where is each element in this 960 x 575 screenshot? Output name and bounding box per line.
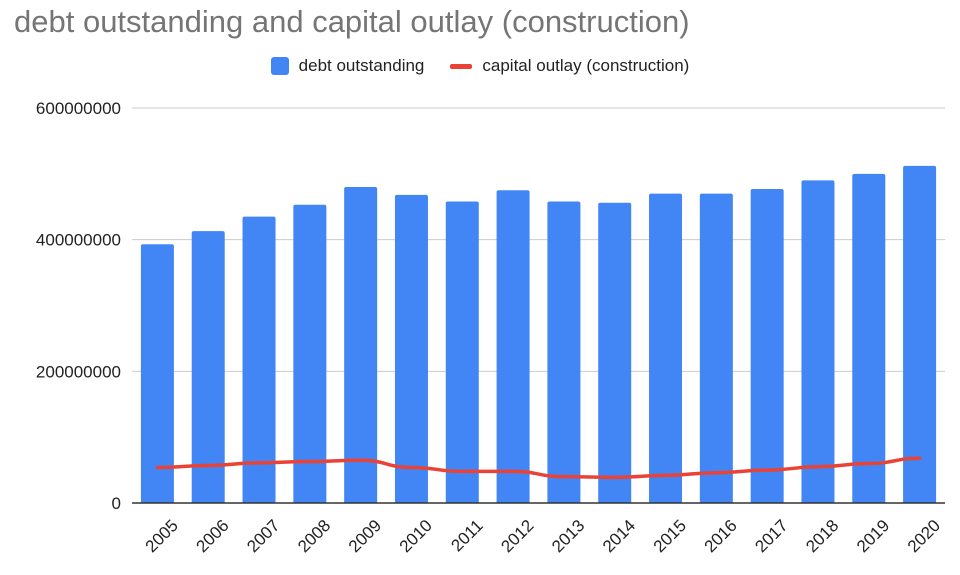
bar-2011 (445, 201, 479, 503)
y-tick-label: 400000000 (36, 231, 121, 250)
x-tick-label: 2010 (396, 516, 436, 556)
y-tick-label: 600000000 (36, 99, 121, 118)
legend-label: debt outstanding (298, 56, 425, 75)
x-tick-label: 2014 (599, 516, 639, 556)
x-tick-label: 2011 (447, 516, 486, 555)
bar-2012 (496, 190, 530, 503)
bar-2015 (649, 193, 683, 504)
x-tick-label: 2005 (142, 516, 182, 556)
x-tick-label: 2017 (751, 516, 791, 556)
x-tick-label: 2018 (802, 516, 842, 556)
bar-2008 (293, 204, 327, 503)
line-capital-outlay (155, 456, 922, 480)
chart-title: debt outstanding and capital outlay (con… (14, 4, 690, 39)
y-tick-label: 200000000 (36, 362, 121, 381)
bar-2009 (344, 187, 378, 503)
x-tick-label: 2015 (650, 516, 690, 556)
legend-swatch-bar (270, 57, 289, 75)
x-tick-label: 2006 (192, 516, 232, 556)
bar-2007 (242, 216, 276, 503)
y-tick-label: 0 (112, 494, 121, 513)
bar-2013 (547, 201, 581, 503)
x-tick-label: 2012 (497, 516, 537, 556)
x-tick-label: 2009 (345, 516, 385, 556)
legend-swatch-line (450, 63, 473, 69)
x-tick-label: 2020 (904, 516, 944, 556)
x-tick-label: 2019 (853, 516, 893, 556)
legend-label: capital outlay (construction) (482, 56, 690, 75)
legend-item-debt-outstanding[interactable]: debt outstanding (270, 56, 425, 76)
bar-2010 (394, 194, 428, 503)
bar-2019 (852, 173, 886, 504)
bar-2005 (140, 244, 174, 503)
legend-item-capital-outlay[interactable]: capital outlay (construction) (450, 56, 689, 76)
bar-2014 (598, 202, 632, 504)
bar-2018 (801, 180, 835, 503)
bar-2020 (903, 165, 937, 503)
bar-2016 (699, 193, 733, 504)
x-tick-label: 2008 (294, 516, 334, 556)
x-tick-label: 2016 (701, 516, 741, 556)
x-tick-label: 2007 (243, 516, 283, 556)
bar-2017 (750, 188, 784, 503)
x-tick-label: 2013 (548, 516, 588, 556)
legend: debt outstanding capital outlay (constru… (0, 56, 960, 76)
bar-2006 (191, 231, 225, 503)
